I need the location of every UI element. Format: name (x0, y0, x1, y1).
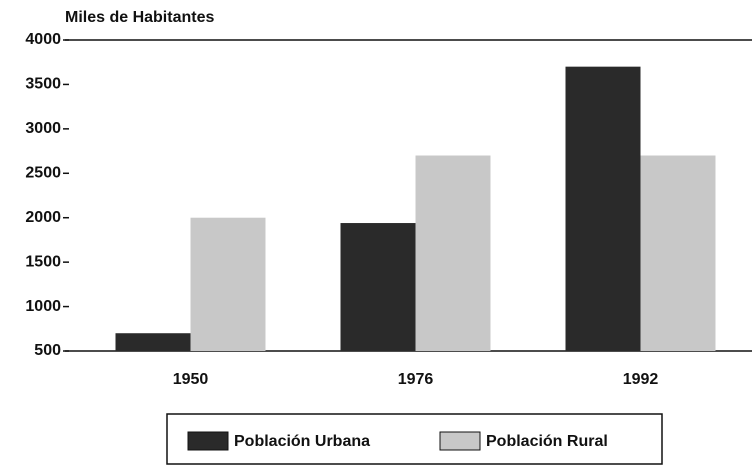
y-tick-label: 3000 (25, 120, 61, 137)
y-tick-label: 1000 (25, 298, 61, 315)
x-tick-label: 1992 (623, 371, 659, 388)
bar (415, 155, 491, 351)
legend-box (166, 413, 663, 465)
y-tick-label: 500 (34, 342, 61, 359)
bar (115, 333, 191, 351)
y-tick-label: 3500 (25, 76, 61, 93)
y-tick-label: 2000 (25, 209, 61, 226)
legend-label: Población Rural (486, 433, 608, 450)
y-axis-label: Miles de Habitantes (65, 9, 214, 26)
legend-swatch (187, 431, 229, 451)
bar (190, 217, 266, 351)
bar (340, 223, 416, 351)
bar (640, 155, 716, 351)
x-tick-label: 1950 (173, 371, 209, 388)
bar (565, 66, 641, 352)
y-tick-label: 4000 (25, 31, 61, 48)
y-tick-label: 2500 (25, 165, 61, 182)
legend-label: Población Urbana (234, 433, 370, 450)
y-tick-label: 1500 (25, 253, 61, 270)
legend-swatch (439, 431, 481, 451)
x-tick-label: 1976 (398, 371, 434, 388)
